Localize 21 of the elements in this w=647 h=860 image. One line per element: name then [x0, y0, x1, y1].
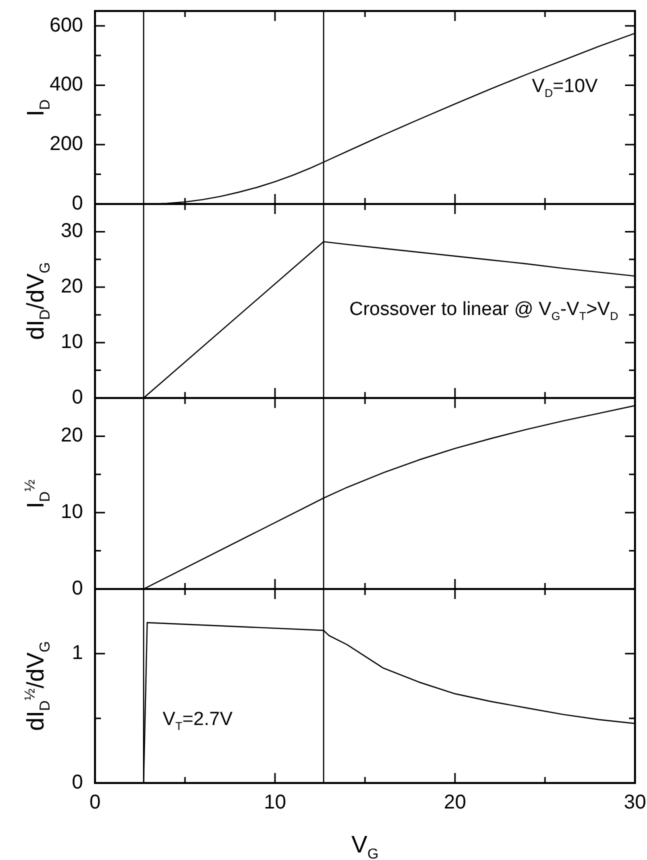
y-tick-label: 200	[50, 133, 83, 156]
y-tick-label: 30	[60, 220, 83, 242]
annotation: Crossover to linear @ V$_{G}$-V$_{T}$>V$_{D}$	[349, 298, 618, 323]
y-tick-label: 20	[60, 276, 83, 298]
x-tick-label: 30	[624, 792, 646, 814]
y-tick-label: 10	[60, 331, 83, 354]
x-tick-label: 0	[89, 792, 101, 814]
y-tick-label: 20	[60, 424, 83, 447]
x-axis-title: V$_{G}$	[351, 832, 379, 860]
y-tick-label: 0	[72, 386, 83, 409]
x-tick-label: 10	[264, 792, 286, 814]
annotation: V$_{T}$=2.7V	[162, 709, 233, 733]
y-tick-label: 600	[50, 14, 83, 36]
y-tick-label: 10	[60, 501, 83, 524]
y-tick-label: 0	[72, 578, 83, 600]
y-tick-label: 400	[50, 74, 83, 96]
x-tick-label: 20	[444, 792, 466, 814]
annotation: V$_{D}$=10V	[532, 76, 598, 100]
y-tick-label: 1	[72, 642, 83, 664]
y-tick-label: 0	[72, 772, 83, 794]
y-tick-label: 0	[72, 192, 83, 215]
